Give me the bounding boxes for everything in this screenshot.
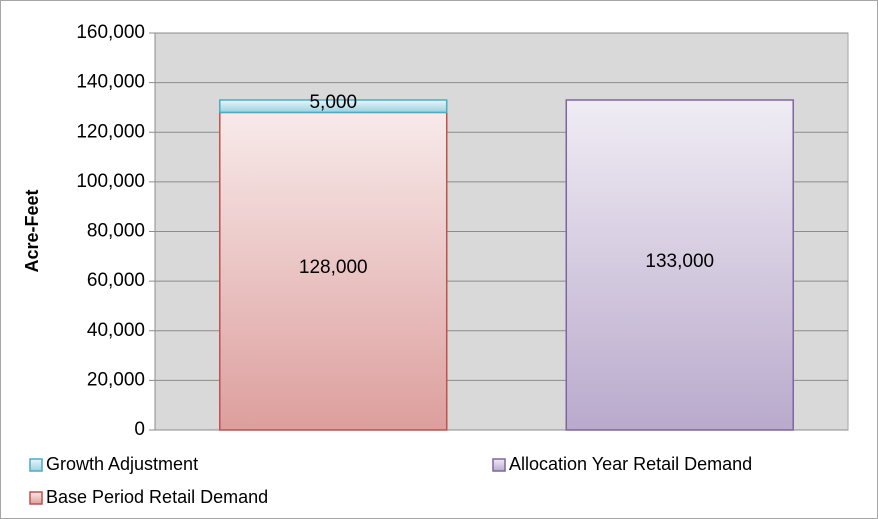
data-label: 5,000 <box>309 92 357 113</box>
y-tick-label: 80,000 <box>87 221 145 242</box>
y-axis-label: Acre-Feet <box>22 189 42 272</box>
legend-label: Growth Adjustment <box>46 454 198 474</box>
y-tick-label: 60,000 <box>87 270 145 291</box>
y-tick-label: 120,000 <box>76 121 145 142</box>
data-label: 133,000 <box>645 251 714 272</box>
legend-swatch <box>492 458 506 472</box>
bar-segment <box>565 99 794 431</box>
y-tick-label: 160,000 <box>76 22 145 43</box>
legend-swatch <box>29 491 43 505</box>
y-tick-label: 140,000 <box>76 72 145 93</box>
legend-label: Base Period Retail Demand <box>46 487 268 507</box>
y-tick-label: 40,000 <box>87 320 145 341</box>
y-tick-label: 100,000 <box>76 171 145 192</box>
bar-segment <box>219 111 448 431</box>
legend-swatch <box>29 458 43 472</box>
data-label: 128,000 <box>299 257 368 278</box>
y-tick-label: 20,000 <box>87 369 145 390</box>
bar-segment <box>219 99 448 114</box>
legend-label: Allocation Year Retail Demand <box>509 454 752 474</box>
y-tick-label: 0 <box>134 419 145 440</box>
